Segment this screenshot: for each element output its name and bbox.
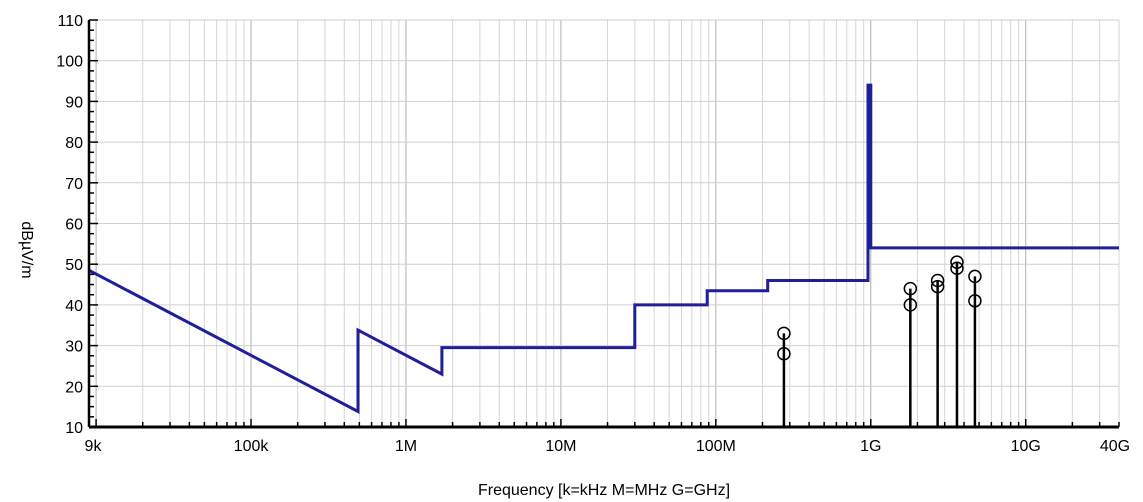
y-tick-label: 10: [65, 420, 83, 437]
peak-marker: [903, 281, 918, 296]
x-tick-label: 10M: [545, 438, 576, 455]
x-tick-label: 1M: [395, 438, 417, 455]
y-tick-label: 40: [65, 298, 83, 315]
peak-marker: [968, 269, 982, 284]
axes: [87, 19, 1120, 429]
x-tick-label: 100M: [696, 438, 736, 455]
grid: [88, 19, 1120, 428]
x-tick-label: 1G: [860, 438, 881, 455]
average-marker: [777, 346, 791, 361]
y-tick-label: 30: [65, 339, 83, 356]
y-tick-label: 70: [65, 176, 83, 193]
average-marker: [950, 261, 964, 276]
y-tick-label: 110: [57, 13, 83, 30]
y-axis-title: dBµV/m: [18, 221, 35, 278]
y-tick-labels: 10 20 30 40 50 60 70 80 90 100 110: [56, 13, 83, 437]
y-tick-label: 60: [65, 217, 83, 234]
average-marker: [968, 294, 982, 308]
x-tick-label: 100k: [234, 438, 270, 455]
average-marker: [930, 279, 945, 294]
x-axis-title: Frequency [k=kHz M=MHz G=GHz]: [478, 482, 730, 499]
y-tick-label: 100: [56, 54, 83, 71]
average-marker: [903, 298, 918, 312]
x-tick-labels: 9k 100k 1M 10M 100M 1G 10G 40G: [85, 438, 1131, 455]
measurements-group: [777, 255, 982, 427]
limit-line-group: [88, 83, 1119, 414]
y-tick-label: 90: [65, 94, 83, 111]
x-tick-label: 10G: [1011, 438, 1041, 455]
peak-marker: [930, 273, 945, 288]
peak-marker: [950, 255, 964, 269]
peak-marker: [777, 326, 791, 341]
x-tick-label: 9k: [85, 438, 103, 455]
y-tick-label: 20: [65, 379, 83, 396]
x-tick-label: 40G: [1100, 438, 1130, 455]
y-tick-label: 50: [65, 257, 83, 274]
y-tick-label: 80: [65, 135, 83, 152]
limit-line: [88, 83, 1119, 414]
